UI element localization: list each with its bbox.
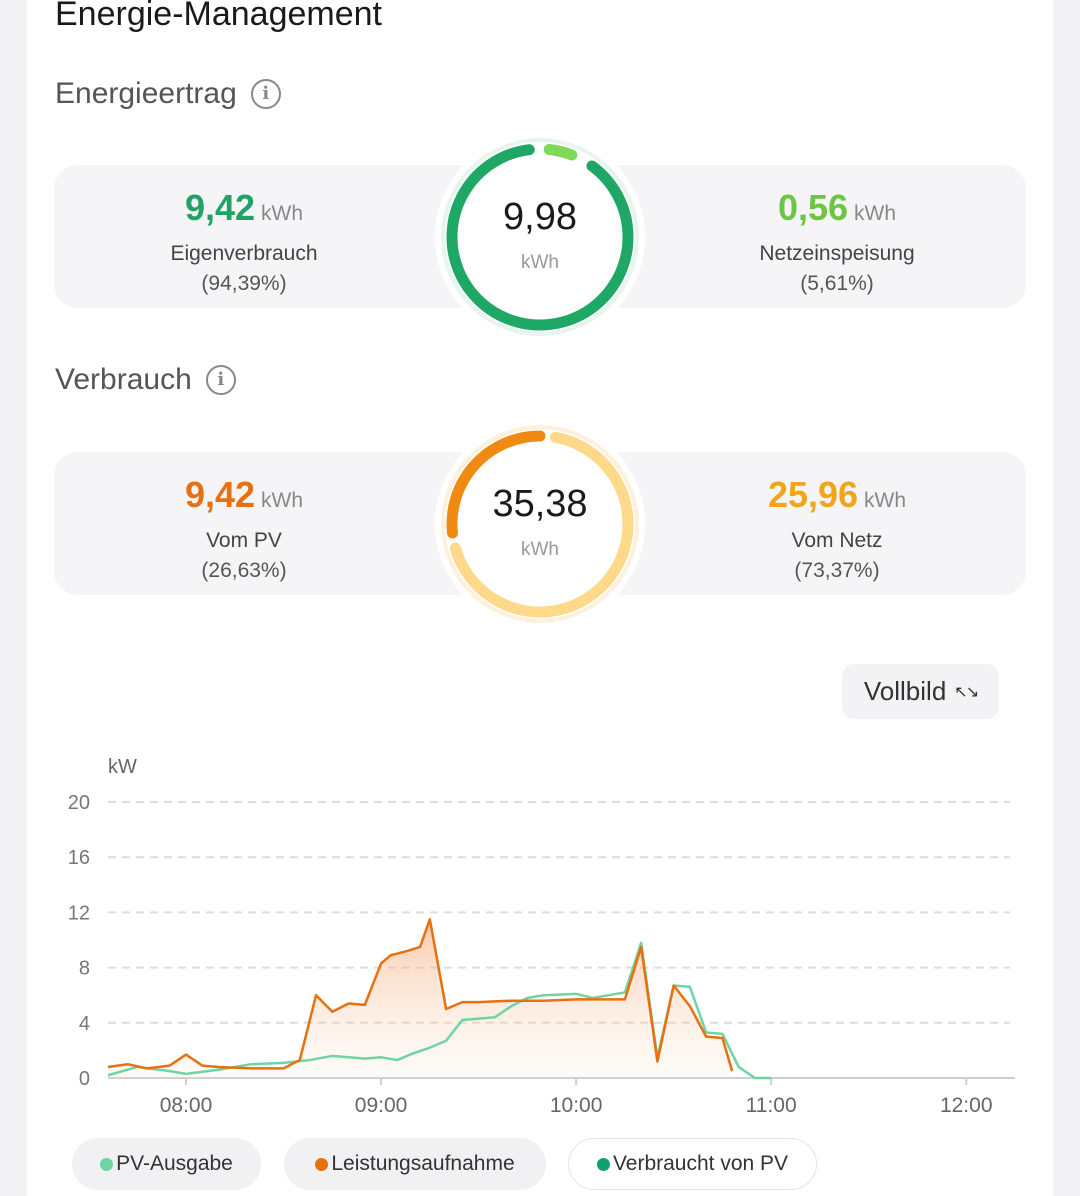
x-tick-label: 10:00 [550, 1094, 603, 1117]
x-tick-label: 12:00 [940, 1094, 993, 1117]
self-use-stat: 9,42 kWh Eigenverbrauch (94,39%) [54, 186, 434, 299]
consumption-ring: 35,38 kWh [435, 419, 645, 629]
legend-dot [596, 1157, 610, 1171]
leistungsaufnahme-line [107, 918, 734, 1072]
yield-total-unit: kWh [521, 252, 559, 273]
fullscreen-label: Vollbild [863, 676, 947, 706]
from-grid-label: Vom Netz [791, 529, 883, 552]
from-pv-value: 9,42 [184, 474, 256, 515]
pv-ausgabe-line [107, 941, 772, 1080]
consumption-total-unit: kWh [521, 539, 559, 560]
y-tick-label: 20 [68, 792, 90, 814]
self-use-value: 9,42 [184, 187, 256, 228]
from-grid-unit: kWh [864, 489, 907, 512]
legend-power-consumption[interactable]: Leistungsaufnahme [284, 1138, 546, 1190]
power-chart[interactable]: 20 16 12 8 4 0 08:00 09:00 10:00 11:00 12:00 [0, 780, 1080, 1130]
feed-in-stat: 0,56 kWh Netzeinspeisung (5,61%) [647, 186, 1027, 299]
feed-in-value: 0,56 [777, 187, 849, 228]
from-grid-value: 25,96 [767, 474, 859, 515]
consumption-from-pv-arc [446, 430, 546, 539]
consumption-from-grid-arc [449, 431, 634, 618]
y-tick-label: 16 [68, 847, 90, 869]
yield-section-title: Energieertrag i [55, 74, 281, 114]
from-grid-stat: 25,96 kWh Vom Netz (73,37%) [647, 473, 1027, 586]
x-tick-label: 08:00 [160, 1094, 213, 1117]
feed-in-unit: kWh [854, 202, 897, 225]
self-use-pct: (94,39%) [201, 272, 287, 295]
self-use-label: Eigenverbrauch [170, 242, 318, 265]
consumption-title: Verbrauch [55, 363, 192, 396]
info-icon[interactable]: i [250, 79, 281, 109]
consumption-total-value: 35,38 [492, 483, 588, 525]
yield-ring: 9,98 kWh [435, 132, 645, 342]
from-pv-unit: kWh [261, 489, 304, 512]
legend-dot [100, 1157, 114, 1171]
legend-label: Leistungsaufnahme [331, 1152, 515, 1175]
yield-total-value: 9,98 [503, 196, 577, 238]
yield-self-use-arc [446, 144, 634, 331]
y-tick-label: 8 [79, 958, 90, 980]
yield-ring-chart [441, 138, 639, 336]
info-icon[interactable]: i [205, 365, 236, 395]
x-tick-label: 09:00 [355, 1094, 408, 1117]
self-use-unit: kWh [261, 202, 304, 225]
consumption-section-title: Verbrauch i [55, 360, 236, 400]
legend-pv-output[interactable]: PV-Ausgabe [72, 1138, 261, 1190]
from-grid-pct: (73,37%) [794, 559, 880, 582]
feed-in-label: Netzeinspeisung [759, 242, 915, 265]
consumption-ring-chart [441, 425, 639, 623]
legend-label: Verbraucht von PV [612, 1152, 789, 1175]
page-title: Energie-Management [55, 0, 382, 33]
legend-consumed-from-pv[interactable]: Verbraucht von PV [568, 1138, 817, 1190]
from-pv-pct: (26,63%) [201, 559, 287, 582]
from-pv-stat: 9,42 kWh Vom PV (26,63%) [54, 473, 434, 586]
yield-title: Energieertrag [55, 77, 237, 110]
y-axis-unit: kW [108, 756, 137, 778]
from-pv-label: Vom PV [206, 529, 282, 552]
y-tick-label: 4 [79, 1013, 90, 1035]
y-tick-label: 0 [79, 1068, 90, 1090]
y-tick-label: 12 [68, 902, 90, 924]
legend-label: PV-Ausgabe [116, 1152, 233, 1175]
leistungsaufnahme-area [108, 919, 733, 1078]
feed-in-pct: (5,61%) [800, 272, 874, 295]
expand-icon: ↖↘ [954, 683, 979, 701]
x-tick-label: 11:00 [746, 1094, 797, 1117]
legend-dot [315, 1157, 329, 1171]
yield-feed-in-arc [543, 143, 578, 161]
fullscreen-button[interactable]: Vollbild ↖↘ [842, 664, 999, 719]
